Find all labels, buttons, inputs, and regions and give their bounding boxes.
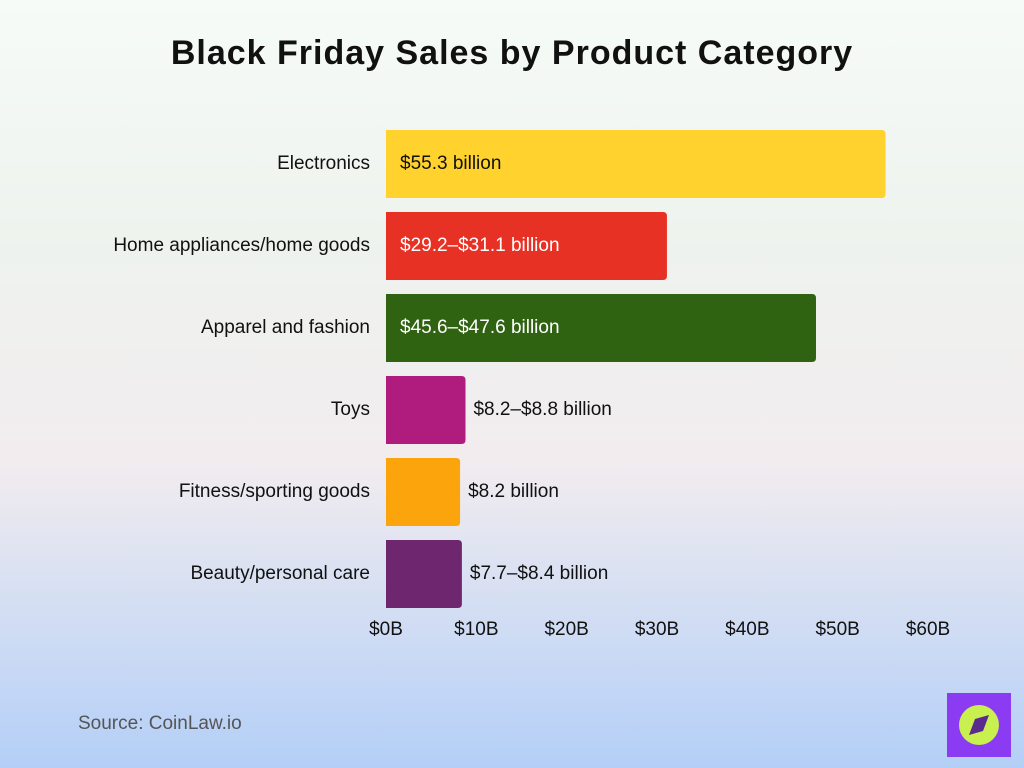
bar <box>386 212 667 280</box>
category-label: Fitness/sporting goods <box>179 481 370 502</box>
value-label: $45.6–$47.6 billion <box>400 317 560 338</box>
x-tick-label: $10B <box>454 619 498 640</box>
category-label: Toys <box>331 399 370 420</box>
bar <box>386 376 466 444</box>
category-label: Apparel and fashion <box>201 317 370 338</box>
x-tick-label: $30B <box>635 619 679 640</box>
category-label: Home appliances/home goods <box>113 235 370 256</box>
source: Source: CoinLaw.io <box>78 713 242 734</box>
bar <box>386 458 461 526</box>
x-tick-label: $0B <box>369 619 403 640</box>
bar <box>386 130 886 198</box>
bar <box>386 540 462 608</box>
category-label: Beauty/personal care <box>190 563 370 584</box>
logo-compass <box>969 715 989 735</box>
category-label: Electronics <box>277 153 370 174</box>
value-label: $55.3 billion <box>400 153 501 174</box>
value-label: $8.2 billion <box>468 481 559 502</box>
chart-title: Black Friday Sales by Product Category <box>171 34 853 72</box>
x-tick-label: $40B <box>725 619 769 640</box>
x-tick-label: $50B <box>815 619 859 640</box>
value-label: $7.7–$8.4 billion <box>470 563 608 584</box>
value-label: $8.2–$8.8 billion <box>473 399 611 420</box>
x-tick-label: $20B <box>544 619 588 640</box>
bar <box>386 294 816 362</box>
logo <box>947 693 1011 757</box>
x-tick-label: $60B <box>906 619 950 640</box>
value-label: $29.2–$31.1 billion <box>400 235 560 256</box>
